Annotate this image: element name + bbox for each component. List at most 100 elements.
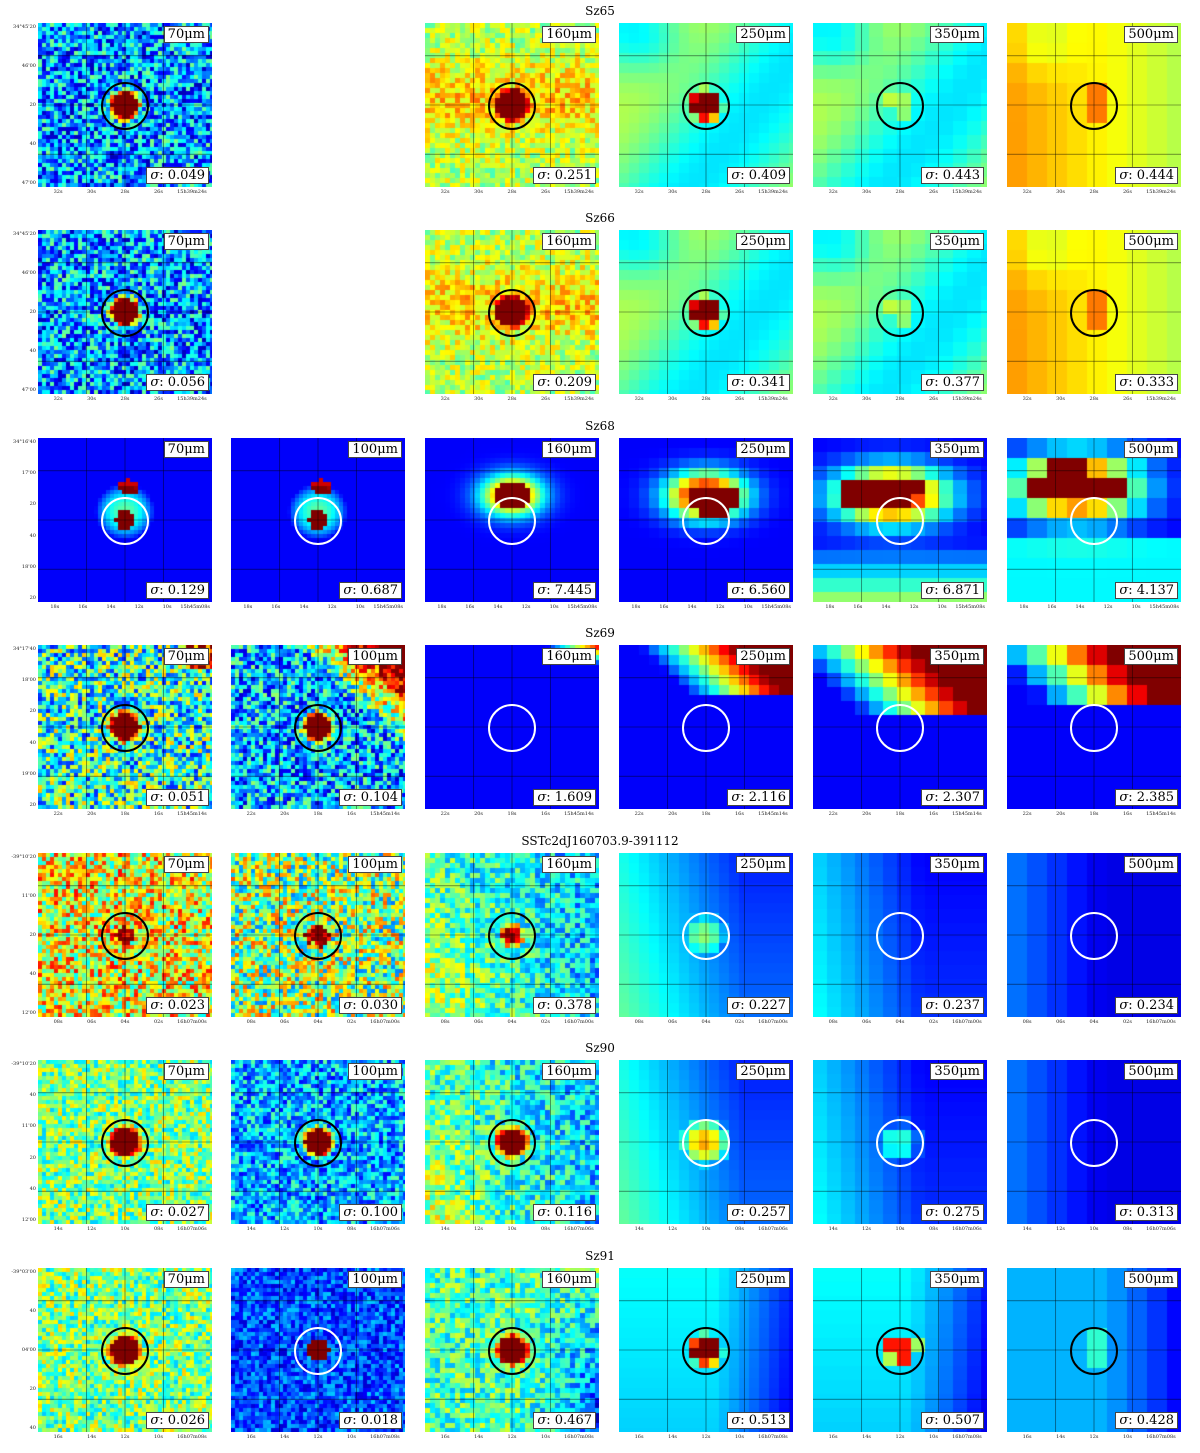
aperture-circle [682,289,730,337]
coordinate-grid [619,1268,793,1432]
x-tick-label: 16h07m00s [952,1019,982,1025]
x-tick-label: 32s [828,396,838,402]
x-axis-ticks: 16s 14s 12s 10s 16h07m08s [1007,1434,1181,1442]
x-tick-label: 18s [1089,811,1099,817]
coordinate-grid [425,1268,599,1432]
band-label: 250μm [736,1271,790,1288]
band-value: 250 [740,234,766,249]
sigma-label: σ: 0.056 [146,374,209,391]
sigma-label: σ: 7.445 [533,582,596,599]
image-panel: 160μm σ: 0.209 32s 30s 28s 26s 15h39m24s [425,230,599,402]
sigma-value: 0.507 [942,1413,980,1428]
y-axis-ticks: 34°16'40 17'00 20 40 18'00 20 [2,438,36,602]
x-axis-ticks: 08s 06s 04s 02s 16h07m00s [813,1019,987,1027]
band-value: 250 [740,1272,766,1287]
y-tick-label: 40 [29,1308,36,1314]
sigma-value: 4.137 [1136,583,1174,598]
sigma-symbol: σ [343,1413,353,1428]
x-tick-label: 10s [313,1226,323,1232]
x-tick-label: 18s [243,604,253,610]
sigma-value: 0.104 [360,790,398,805]
aperture-circle [1070,497,1118,545]
sigma-label: σ: 0.467 [533,1412,596,1429]
x-axis-ticks: 16s 14s 12s 10s 16h07m08s [38,1434,212,1442]
sigma-symbol: σ [537,375,547,390]
x-axis-ticks: 18s 16s 14s 12s 10s 15h45m08s [38,604,212,612]
x-tick-label: 26s [1122,189,1132,195]
image-panel: 250μm σ: 2.116 22s 20s 18s 16s 15h45m14s [619,645,793,817]
x-tick-label: 16h07m06s [952,1226,982,1232]
band-label: 160μm [542,26,596,43]
band-unit: μm [571,857,592,872]
sigma-symbol: σ [1119,1413,1129,1428]
band-unit: μm [571,442,592,457]
coordinate-grid [619,438,793,602]
image-panel: 100μm σ: 0.100 14s 12s 10s 08s 16h07m06s [231,1060,405,1232]
x-tick-label: 06s [1056,1019,1065,1025]
aperture-circle [101,1119,149,1167]
x-tick-label: 12s [120,1434,130,1440]
x-tick-label: 20s [862,811,871,817]
x-tick-label: 12s [134,604,144,610]
y-tick-label: 12'00 [21,1010,36,1016]
band-value: 350 [934,442,960,457]
sigma-symbol: σ [925,1205,935,1220]
band-unit: μm [184,649,205,664]
band-value: 160 [546,1272,572,1287]
x-tick-label: 15h45m08s [373,604,403,610]
band-value: 100 [352,1272,378,1287]
x-axis-ticks: 14s 12s 10s 08s 16h07m06s [813,1226,987,1234]
band-unit: μm [184,1272,205,1287]
x-tick-label: 14s [1022,1226,1032,1232]
x-tick-label: 16h07m06s [1146,1226,1176,1232]
aperture-circle [488,1119,536,1167]
y-tick-label: 34°16'40 [13,439,36,445]
x-tick-label: 32s [634,396,644,402]
sigma-label: σ: 0.377 [921,374,984,391]
x-tick-label: 28s [701,396,711,402]
sigma-symbol: σ [731,1205,741,1220]
x-tick-label: 12s [313,1434,323,1440]
x-tick-label: 02s [734,1019,744,1025]
band-label: 250μm [736,856,790,873]
x-tick-label: 10s [928,1434,938,1440]
x-tick-label: 16h07m08s [952,1434,982,1440]
band-value: 350 [934,857,960,872]
x-tick-label: 10s [162,604,172,610]
band-unit: μm [571,1272,592,1287]
aperture-circle [682,1119,730,1167]
y-tick-label: 17'00 [21,470,36,477]
image-panel: 100μm σ: 0.030 08s 06s 04s 02s 16h07m00s [231,853,405,1025]
x-tick-label: 22s [634,811,644,817]
image-panel: 160μm σ: 0.378 08s 06s 04s 02s 16h07m00s [425,853,599,1025]
image-panel: 350μm σ: 0.275 14s 12s 10s 08s 16h07m06s [813,1060,987,1232]
y-tick-label: 40 [29,141,36,147]
row-title: Sz68 [585,419,615,433]
x-tick-label: 16h07m08s [1146,1434,1176,1440]
x-tick-label: 16h07m06s [177,1226,207,1232]
sigma-value: 0.687 [360,583,398,598]
x-tick-label: 16s [346,811,356,817]
x-tick-label: 16s [634,1434,644,1440]
x-tick-label: 12s [895,1434,905,1440]
x-tick-label: 14s [106,604,116,610]
image-panel: 70μm σ: 0.051 22s 20s 18s 16s 15h45m14s 34°17'4… [13,645,212,817]
x-tick-label: 14s [87,1434,96,1440]
x-tick-label: 02s [540,1019,550,1025]
image-panel: 70μm σ: 0.129 18s 16s 14s 12s 10s 15h45m08s 34°1… [13,438,212,610]
x-tick-label: 12s [280,1226,289,1232]
x-tick-label: 18s [120,811,130,817]
x-tick-label: 04s [313,1019,323,1025]
band-value: 70 [167,857,185,872]
band-value: 250 [740,649,766,664]
band-value: 160 [546,857,572,872]
coordinate-grid [425,645,599,809]
x-tick-label: 08s [440,1019,450,1025]
image-panel: 160μm σ: 0.251 32s 30s 28s 26s 15h39m24s [425,23,599,195]
sigma-label: σ: 1.609 [533,789,596,806]
band-value: 500 [1128,1272,1154,1287]
x-tick-label: 10s [507,1226,517,1232]
x-tick-label: 18s [437,604,447,610]
y-tick-label: -39°10'20 [11,854,36,860]
y-tick-label: 18'00 [21,677,36,684]
